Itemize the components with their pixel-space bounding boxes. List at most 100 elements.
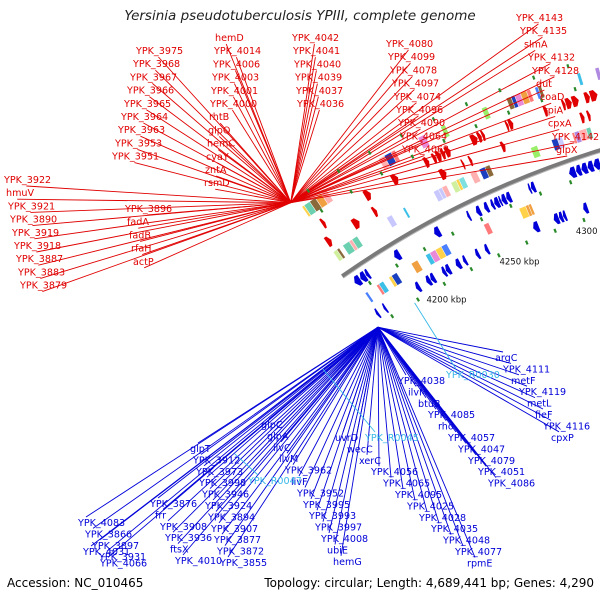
leader-line [206, 326, 379, 478]
forward-gene [439, 148, 446, 160]
leader-line [377, 326, 520, 376]
forward-gene-label: YPK_3967 [129, 72, 177, 83]
forward-gene-label: coaD [540, 92, 564, 103]
reverse-gene-label: argC [495, 353, 518, 364]
leader-line [377, 326, 504, 353]
cog-block [379, 281, 389, 294]
reverse-gene-label: btuB [418, 399, 441, 410]
forward-gene [362, 189, 371, 202]
reverse-gene-label: YPK_4038 [397, 376, 445, 387]
forward-gene [370, 206, 379, 218]
reverse-gene-label: frr [155, 510, 166, 521]
position-tick [568, 180, 573, 185]
position-tick [367, 280, 372, 286]
forward-gene [560, 99, 566, 111]
cog-block [386, 215, 398, 228]
reverse-gene [483, 201, 491, 213]
forward-gene [350, 218, 360, 230]
leader-line [290, 76, 413, 204]
forward-gene-label: YPK_4135 [519, 26, 567, 37]
forward-gene-label: YPK_4062 [401, 145, 449, 156]
position-tick [415, 297, 420, 302]
position-tick [496, 253, 501, 258]
leader-line [340, 327, 379, 556]
leader-line [92, 326, 379, 529]
cog-block [388, 276, 398, 287]
leader-line [218, 326, 379, 524]
reverse-gene [593, 158, 600, 170]
forward-gene-label: zntA [205, 165, 227, 176]
cog-block [456, 179, 464, 191]
forward-gene-label: dut [536, 79, 552, 90]
forward-gene [542, 105, 548, 117]
forward-gene-label: fadB [129, 230, 151, 241]
leader-line [172, 326, 379, 533]
reverse-gene [474, 248, 482, 260]
forward-gene-label: YPK_4074 [393, 92, 441, 103]
leader-line [142, 202, 291, 256]
reverse-gene-label: metL [527, 399, 552, 410]
reverse-gene-label: YPK_3998 [198, 478, 246, 489]
reverse-gene [359, 271, 369, 282]
leader-line [155, 69, 292, 204]
leader-line [290, 155, 425, 204]
leader-line [235, 57, 292, 203]
cog-block [586, 127, 594, 140]
position-label: 4250 kbp [499, 257, 539, 267]
genome-backbone [341, 148, 600, 279]
cog-block [304, 201, 317, 216]
reverse-gene-label: YPK_4066 [99, 558, 147, 569]
cog-block [342, 241, 355, 255]
leader-line [290, 50, 536, 204]
reverse-gene [484, 243, 491, 255]
cog-block [514, 93, 525, 107]
reverse-gene-label: YPK_4095 [394, 490, 442, 501]
forward-gene-label: rsmD [204, 178, 230, 189]
leader-line [290, 62, 411, 203]
forward-gene-label: YPK_4039 [294, 73, 342, 84]
forward-gene-label: YPK_3890 [9, 215, 57, 226]
cog-block [435, 246, 447, 260]
rna-gene-label: YPK_R0047 [247, 476, 302, 487]
leader-line [290, 63, 551, 204]
leader-line [209, 326, 379, 489]
leader-line [290, 109, 320, 203]
leader-line [147, 202, 291, 216]
cog-block [384, 152, 397, 167]
cog-block [595, 67, 600, 81]
reverse-gene [455, 258, 463, 270]
leader-line [17, 198, 291, 204]
position-tick [442, 281, 447, 287]
cog-block [481, 106, 491, 120]
cog-block [483, 222, 493, 235]
position-tick [349, 189, 354, 194]
position-tick [469, 266, 474, 272]
leader-line [146, 109, 291, 204]
leader-line [106, 326, 379, 552]
cog-block [537, 85, 545, 99]
cog-block [309, 198, 322, 212]
reverse-gene-label: glpC [261, 420, 283, 431]
reverse-gene-label: ubiE [327, 545, 348, 556]
forward-gene-label: cyaY [206, 152, 229, 163]
leader-line [290, 43, 315, 203]
position-tick [573, 86, 577, 92]
position-tick [399, 133, 404, 138]
position-tick [464, 101, 469, 107]
cog-block [528, 203, 535, 216]
leader-line [134, 162, 291, 204]
cog-block [458, 176, 469, 189]
leader-line [290, 89, 545, 204]
position-tick [394, 263, 399, 268]
backbone-arc [341, 148, 600, 279]
leader-line [203, 326, 379, 467]
leader-line [137, 148, 291, 204]
accession-text: Accession: NC_010465 [7, 576, 144, 590]
leader-line [290, 89, 415, 204]
forward-gene-label: YPK_4006 [212, 59, 260, 70]
forward-gene [389, 174, 399, 186]
forward-gene-label: YPK_4001 [210, 86, 258, 97]
reverse-gene-label: uvrD [335, 433, 358, 444]
reverse-gene-label: YPK_4010 [174, 556, 222, 567]
